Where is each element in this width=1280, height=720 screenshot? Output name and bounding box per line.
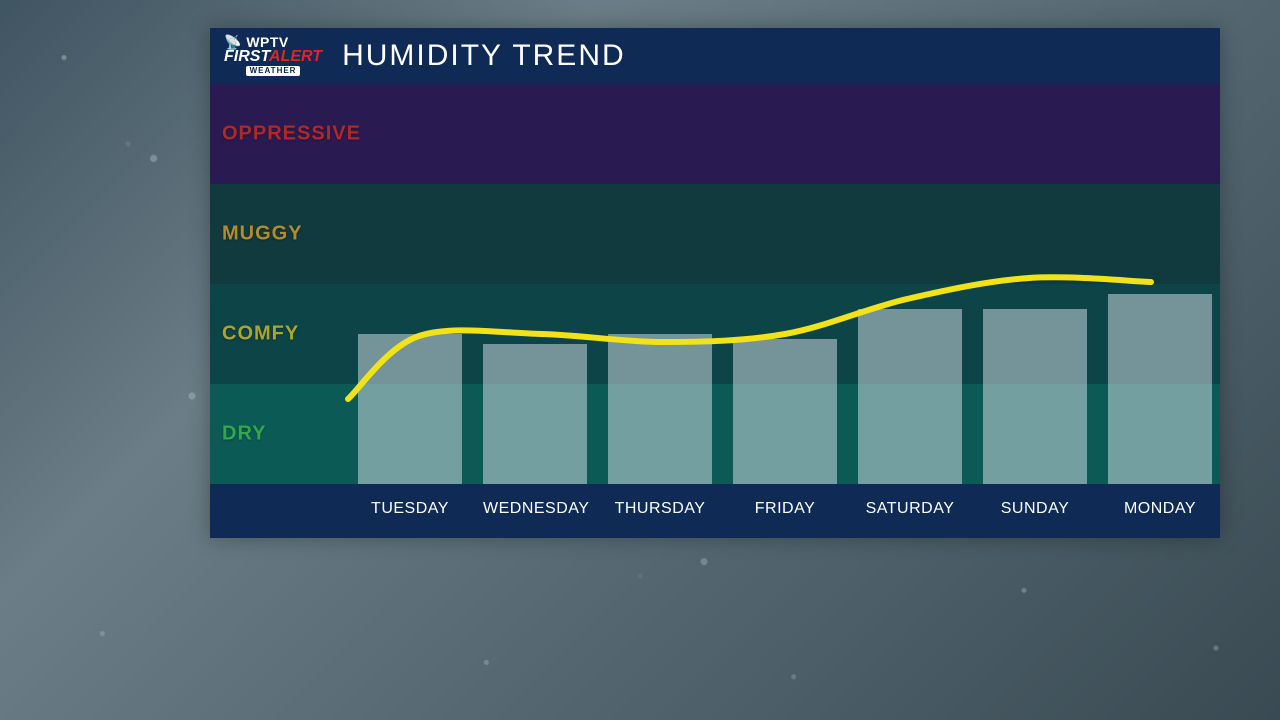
chart-header: 📡 WPTV FIRSTALERT WEATHER HUMIDITY TREND (210, 28, 1220, 85)
logo-first: FIRST (224, 48, 269, 65)
x-axis-label: WEDNESDAY (483, 484, 587, 534)
x-axis-label: FRIDAY (733, 484, 837, 534)
x-axis-label: THURSDAY (608, 484, 712, 534)
chart-panel: 📡 WPTV FIRSTALERT WEATHER HUMIDITY TREND… (210, 28, 1220, 538)
x-axis-label: TUESDAY (358, 484, 462, 534)
x-axis-label: SATURDAY (858, 484, 962, 534)
logo-line1: 📡 WPTV (224, 36, 322, 49)
x-axis-label: SUNDAY (983, 484, 1087, 534)
logo-line3: WEATHER (246, 66, 301, 76)
trend-path (348, 277, 1151, 399)
station-logo: 📡 WPTV FIRSTALERT WEATHER (224, 36, 322, 76)
plot-area: OPPRESSIVEMUGGYCOMFYDRY (210, 84, 1220, 484)
chart-title: HUMIDITY TREND (342, 39, 626, 73)
x-axis-label: MONDAY (1108, 484, 1212, 534)
logo-line2: FIRSTALERT (224, 49, 322, 64)
x-axis: TUESDAY WEDNESDAY THURSDAY FRIDAY SATURDAY SU… (210, 484, 1220, 534)
trend-line (210, 84, 1220, 484)
logo-alert: ALERT (269, 48, 322, 65)
